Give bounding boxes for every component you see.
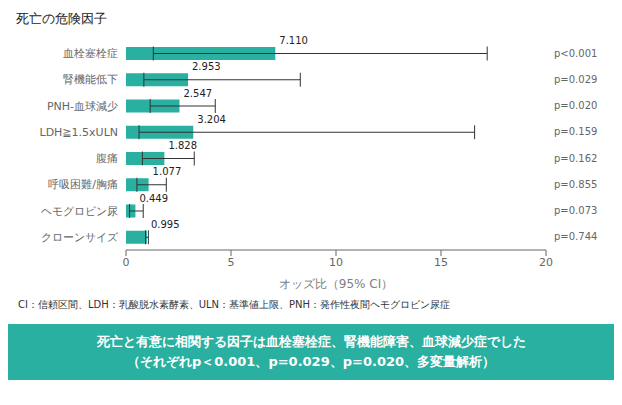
svg-text:p=0.159: p=0.159 bbox=[554, 126, 597, 137]
svg-text:ヘモグロビン尿: ヘモグロビン尿 bbox=[41, 205, 118, 218]
svg-text:0.449: 0.449 bbox=[139, 193, 168, 204]
svg-text:2.547: 2.547 bbox=[183, 88, 212, 99]
svg-text:p<0.001: p<0.001 bbox=[554, 48, 597, 59]
svg-text:クローンサイズ: クローンサイズ bbox=[41, 231, 119, 244]
svg-text:呼吸困難/胸痛: 呼吸困難/胸痛 bbox=[48, 178, 118, 191]
svg-text:p=0.029: p=0.029 bbox=[554, 74, 597, 85]
svg-text:オッズ比（95% CI）: オッズ比（95% CI） bbox=[279, 277, 393, 291]
html-text:死亡の危険因子: 死亡の危険因子 bbox=[16, 11, 107, 26]
svg-text:p=0.073: p=0.073 bbox=[554, 205, 597, 216]
html-text:（それぞれp＜0.001、p=0.029、p=0.020、多: （それぞれp＜0.001、p=0.029、p=0.020、多変量解析） bbox=[127, 354, 495, 369]
svg-text:腎機能低下: 腎機能低下 bbox=[63, 73, 118, 86]
html-text:死亡と有意に相関する因子は血栓塞栓症、腎機能障害、血球減少症: 死亡と有意に相関する因子は血栓塞栓症、腎機能障害、血球減少症でした bbox=[96, 334, 526, 349]
svg-text:p=0.744: p=0.744 bbox=[554, 231, 597, 242]
svg-text:15: 15 bbox=[434, 256, 448, 269]
svg-text:LDH≧1.5xULN: LDH≧1.5xULN bbox=[40, 126, 119, 139]
svg-text:血栓塞栓症: 血栓塞栓症 bbox=[63, 47, 118, 60]
svg-text:腹痛: 腹痛 bbox=[96, 152, 118, 165]
svg-text:1.077: 1.077 bbox=[153, 166, 182, 177]
svg-text:20: 20 bbox=[539, 256, 553, 269]
svg-text:1.828: 1.828 bbox=[168, 140, 197, 151]
svg-text:p=0.020: p=0.020 bbox=[554, 100, 597, 111]
svg-text:p=0.855: p=0.855 bbox=[554, 179, 597, 190]
html-text:CI：信頼区間、LDH：乳酸脱水素酵素、ULN：基準値上限、: CI：信頼区間、LDH：乳酸脱水素酵素、ULN：基準値上限、PNH：発作性夜間ヘ… bbox=[18, 299, 451, 310]
svg-text:0.995: 0.995 bbox=[151, 219, 180, 230]
svg-text:10: 10 bbox=[329, 256, 343, 269]
svg-text:p=0.162: p=0.162 bbox=[554, 153, 597, 164]
svg-text:3.204: 3.204 bbox=[197, 114, 226, 125]
svg-text:PNH-血球減少: PNH-血球減少 bbox=[47, 100, 118, 113]
svg-text:5: 5 bbox=[228, 256, 235, 269]
svg-text:2.953: 2.953 bbox=[192, 61, 221, 72]
svg-text:7.110: 7.110 bbox=[279, 35, 308, 46]
svg-text:0: 0 bbox=[123, 256, 130, 269]
